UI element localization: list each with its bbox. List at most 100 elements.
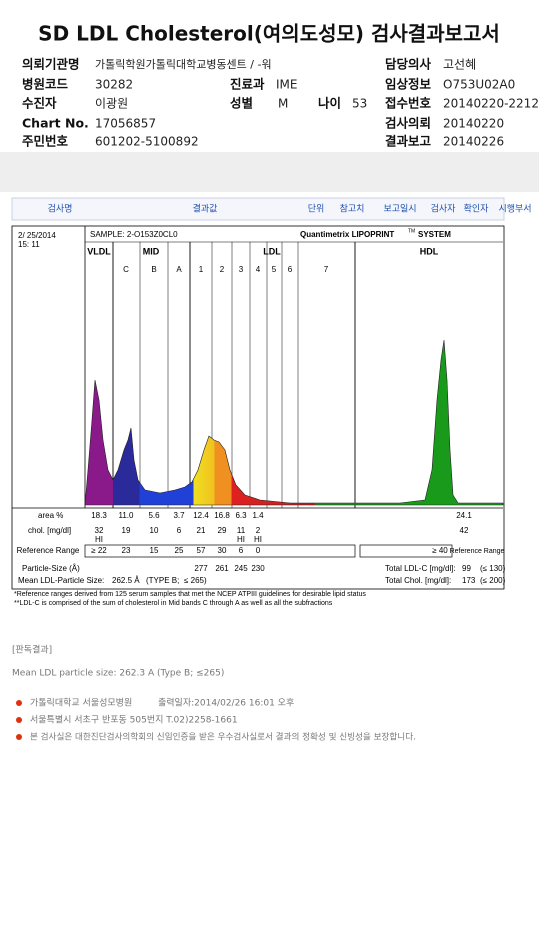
mean-value: 262.5 Å (112, 576, 140, 585)
info-value: 53 (352, 97, 367, 111)
info-value: O753U02A0 (443, 78, 515, 92)
chol-value: 29 (218, 526, 227, 535)
subband-label: B (151, 265, 156, 274)
column-header: 보고일시 (383, 204, 416, 215)
flag: HI (95, 535, 103, 544)
total-value: 99 (462, 564, 471, 573)
area-value: 1.4 (252, 511, 264, 520)
subband-label: 6 (288, 265, 293, 274)
subband-label: 7 (324, 265, 329, 274)
info-label: 검사의뢰 (385, 116, 431, 131)
brand: Quantimetrix LIPOPRINT (300, 230, 394, 239)
ref-value: 25 (175, 546, 184, 555)
info-label: 접수번호 (385, 96, 432, 111)
info-value: IME (276, 78, 297, 92)
band-label: HDL (420, 246, 439, 256)
band-label: MID (143, 246, 160, 256)
sample-id: SAMPLE: 2-O153Z0CL0 (90, 230, 178, 239)
chol-value: 42 (460, 526, 469, 535)
column-header: 검사명 (48, 203, 73, 215)
footer-line: 출력일자:2014/02/26 16:01 오후 (158, 697, 294, 709)
column-header: 시행부서 (498, 203, 531, 215)
subband-label: C (123, 265, 129, 274)
chol-value: 21 (197, 526, 206, 535)
chol-value: 11 (237, 526, 246, 535)
area-value: 16.8 (214, 511, 230, 520)
area-value: 24.1 (456, 511, 472, 520)
subband-label: 4 (256, 265, 261, 274)
info-label: 임상정보 (385, 77, 432, 92)
column-header: 결과값 (193, 203, 218, 215)
row-label: Reference Range (450, 548, 505, 555)
ref-value: ≥ 22 (91, 546, 107, 555)
row-label: Total LDL-C [mg/dl]: (385, 564, 456, 573)
row-label: Particle-Size (Å) (22, 564, 80, 573)
info-label: 결과보고 (385, 134, 432, 149)
info-label: 성별 (230, 96, 253, 111)
mean-type: (TYPE B; (146, 576, 179, 585)
subband-label: 2 (220, 265, 225, 274)
info-label: 수진자 (22, 96, 57, 111)
chol-value: 10 (150, 526, 159, 535)
ref-value: 30 (218, 546, 227, 555)
size-value: 277 (194, 564, 208, 573)
ref-value: 57 (197, 546, 206, 555)
chol-value: 6 (177, 526, 182, 535)
subband-label: 5 (272, 265, 277, 274)
info-label: 진료과 (230, 77, 265, 92)
title: SD LDL Cholesterol(여의도성모) 검사결과보고서 (38, 22, 500, 46)
info-label: 의뢰기관명 (22, 57, 80, 72)
info-label: 담당의사 (385, 57, 432, 72)
flag: HI (237, 535, 245, 544)
column-header: 검사자 (431, 203, 457, 215)
brand-system: SYSTEM (418, 230, 451, 239)
band-label: VLDL (87, 246, 111, 256)
chol-value: 2 (256, 526, 261, 535)
bullet (16, 717, 22, 723)
densitogram (84, 339, 504, 506)
ref-value: 15 (150, 546, 159, 555)
subband-label: 1 (199, 265, 204, 274)
ref-value: (≤ 130) (480, 564, 506, 573)
ref-value: 6 (239, 546, 244, 555)
row-label: chol. [mg/dl] (28, 526, 71, 535)
chol-value: 32 (95, 526, 104, 535)
info-label: 병원코드 (22, 77, 69, 92)
info-value: 20140220-22121 (443, 97, 539, 111)
interpretation-heading: [판독결과] (12, 645, 52, 656)
size-value: 245 (234, 564, 248, 573)
subband-label: A (176, 265, 182, 274)
band-label: LDL (263, 246, 281, 256)
bullet (16, 734, 22, 740)
interpretation-text: Mean LDL particle size: 262.3 A (Type B;… (12, 669, 224, 679)
report-time: 15: 11 (18, 240, 40, 249)
ref-box (84, 544, 356, 558)
ref-value: ≥ 40 (432, 546, 448, 555)
mean-ref: ≤ 265) (184, 576, 207, 585)
column-header: 확인자 (464, 203, 490, 215)
footnote: *Reference ranges derived from 125 serum… (14, 591, 366, 598)
row-label: Total Chol. [mg/dl]: (385, 576, 451, 585)
area-value: 6.3 (235, 511, 247, 520)
info-value: 30282 (95, 78, 133, 92)
bullet (16, 700, 22, 706)
info-value: 17056857 (95, 117, 156, 131)
ref-box (359, 544, 453, 558)
size-value: 230 (251, 564, 265, 573)
report-date: 2/ 25/2014 (18, 231, 56, 240)
flag: HI (254, 535, 262, 544)
info-value: 20140220 (443, 117, 504, 131)
area-value: 11.0 (119, 511, 135, 520)
area-value: 18.3 (91, 511, 107, 520)
chol-value: 19 (122, 526, 131, 535)
ref-value: 23 (122, 546, 131, 555)
footer-line: 가톨릭대학교 서울성모병원 (30, 697, 132, 709)
footnote: **LDL-C is comprised of the sum of chole… (14, 600, 333, 607)
column-header: 참고치 (340, 203, 365, 215)
info-value: 고선혜 (443, 58, 476, 72)
column-header: 단위 (308, 204, 325, 215)
area-value: 3.7 (173, 511, 185, 520)
total-value: 173 (462, 576, 476, 585)
